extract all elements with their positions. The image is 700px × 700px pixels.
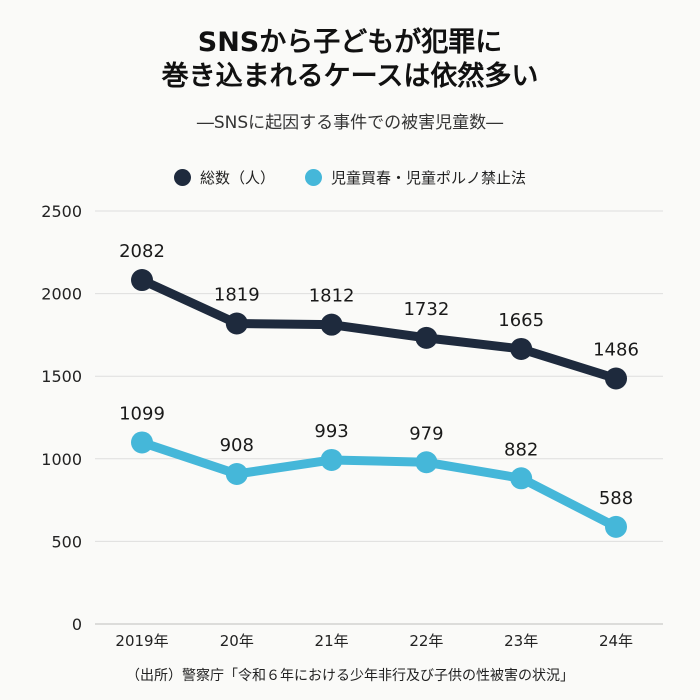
- legend-dot-child: [305, 169, 322, 186]
- series-0-data-label-4: 1665: [498, 310, 544, 331]
- series-0-point-5: [605, 367, 627, 390]
- legend-item-total: 総数（人）: [173, 167, 275, 188]
- x-tick-label-4: 23年: [504, 632, 538, 650]
- series-1-data-label-4: 882: [504, 439, 538, 460]
- chart-legend: 総数（人） 児童買春・児童ポルノ禁止法: [0, 167, 700, 188]
- series-0-data-label-3: 1732: [403, 299, 449, 320]
- series-0-point-3: [415, 326, 438, 349]
- x-tick-label-3: 22年: [409, 632, 443, 650]
- legend-item-child: 児童買春・児童ポルノ禁止法: [305, 167, 526, 188]
- x-tick-label-0: 2019年: [115, 632, 168, 650]
- series-1-data-label-5: 588: [599, 488, 633, 509]
- series-1-data-label-0: 1099: [119, 403, 165, 424]
- y-tick-label-1500: 1500: [41, 367, 82, 386]
- y-tick-label-2500: 2500: [41, 202, 82, 221]
- series-1-data-label-2: 993: [314, 421, 348, 442]
- y-tick-label-1000: 1000: [41, 450, 82, 469]
- chart-title: SNSから子どもが犯罪に 巻き込まれるケースは依然多い: [0, 26, 700, 94]
- series-0-point-0: [131, 269, 153, 292]
- y-tick-label-500: 500: [51, 532, 82, 551]
- chart-title-line-1: SNSから子どもが犯罪に: [197, 27, 503, 58]
- source-note: （出所）警察庁「令和６年における少年非行及び子供の性被害の状況」: [126, 668, 574, 684]
- legend-label-total: 総数（人）: [199, 169, 275, 187]
- x-tick-label-2: 21年: [315, 632, 349, 650]
- series-0-data-label-1: 1819: [214, 285, 260, 306]
- chart-title-line-2: 巻き込まれるケースは依然多い: [161, 61, 539, 92]
- series-1-point-2: [320, 448, 343, 471]
- y-tick-label-0: 0: [72, 615, 82, 634]
- series-0-data-label-5: 1486: [593, 340, 639, 361]
- series-1-data-label-3: 979: [409, 423, 443, 444]
- series-0-point-4: [510, 337, 533, 360]
- series-1-point-0: [131, 431, 153, 454]
- chart-subtitle: ―SNSに起因する事件での被害児童数―: [196, 113, 504, 133]
- series-1-point-1: [225, 462, 248, 485]
- series-0-data-label-2: 1812: [309, 286, 355, 307]
- y-tick-label-2000: 2000: [41, 285, 82, 304]
- series-0-data-label-0: 2082: [119, 241, 165, 262]
- series-1-point-4: [510, 467, 533, 490]
- series-0-point-2: [320, 313, 343, 336]
- series-line-1: [137, 437, 621, 532]
- series-line-0: [137, 275, 621, 384]
- series-1-data-label-1: 908: [220, 435, 254, 456]
- series-0-point-1: [225, 312, 248, 335]
- series-1-point-5: [605, 515, 627, 538]
- legend-dot-total: [173, 169, 191, 186]
- x-tick-label-1: 20年: [220, 632, 254, 650]
- series-1-point-3: [415, 451, 438, 474]
- legend-label-child: 児童買春・児童ポルノ禁止法: [331, 169, 527, 187]
- x-tick-label-5: 24年: [599, 632, 633, 650]
